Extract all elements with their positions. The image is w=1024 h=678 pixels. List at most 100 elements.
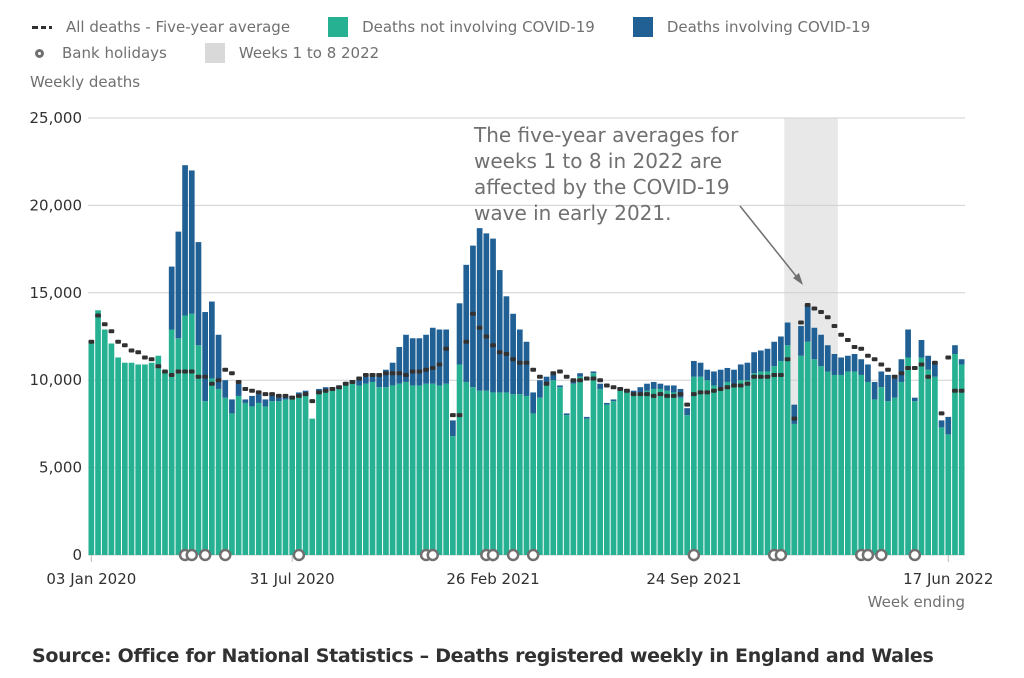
average-marker	[751, 374, 757, 379]
bar-covid	[403, 334, 409, 382]
bar-non-covid	[115, 357, 121, 555]
average-marker	[898, 371, 905, 376]
average-marker	[275, 393, 282, 398]
bar-non-covid	[383, 387, 389, 555]
bar-non-covid	[550, 380, 557, 555]
bar-non-covid	[229, 413, 235, 555]
average-marker	[523, 360, 530, 365]
bar-non-covid	[523, 395, 530, 555]
average-marker	[818, 310, 824, 315]
bar-non-covid	[168, 329, 175, 555]
bar-covid	[603, 402, 610, 405]
weekly-deaths-chart: 0 5,000 10,000 15,000 20,000 25,000 03 Jan 202…	[30, 109, 994, 611]
bar-covid	[242, 399, 249, 403]
bar-non-covid	[824, 371, 831, 555]
green-square-icon	[328, 17, 349, 37]
bar-covid	[229, 399, 235, 414]
bar-covid	[463, 264, 470, 382]
bar-covid	[590, 371, 597, 374]
dash-icon	[32, 25, 52, 29]
average-marker	[945, 355, 952, 360]
legend-item-bank-holidays[interactable]: Bank holidays	[32, 44, 167, 62]
annotation-text: affected by the COVID-19	[474, 175, 730, 199]
average-marker	[289, 395, 296, 400]
bar-non-covid	[429, 383, 436, 555]
average-marker	[557, 369, 563, 374]
average-marker	[336, 385, 342, 390]
bar-non-covid	[945, 434, 952, 555]
bar-covid	[898, 359, 905, 382]
average-marker	[195, 374, 202, 379]
average-marker	[135, 350, 142, 355]
legend-item-covid[interactable]: Deaths involving COVID-19	[632, 17, 870, 37]
average-marker	[811, 306, 818, 311]
bar-non-covid	[891, 397, 898, 555]
bar-non-covid	[222, 397, 229, 555]
average-marker	[530, 367, 537, 372]
average-marker	[450, 413, 456, 418]
bar-non-covid	[316, 394, 322, 555]
bar-non-covid	[362, 383, 369, 555]
legend-item-average[interactable]: All deaths - Five-year average	[32, 18, 290, 36]
average-marker	[925, 374, 932, 379]
bar-covid	[470, 245, 476, 388]
bar-covid	[945, 416, 952, 435]
bar-covid	[376, 374, 383, 388]
bar-non-covid	[704, 380, 711, 555]
average-marker	[784, 357, 791, 362]
x-tick-label: 17 Jun 2022	[903, 570, 993, 588]
bar-non-covid	[336, 388, 342, 555]
average-marker	[932, 360, 938, 365]
bank-holiday-marker	[218, 548, 232, 562]
legend-item-highlight[interactable]: Weeks 1 to 8 2022	[204, 43, 379, 63]
bar-non-covid	[396, 383, 403, 555]
average-marker	[570, 378, 577, 383]
bar-non-covid	[644, 390, 650, 555]
bar-non-covid	[389, 385, 396, 555]
bar-non-covid	[356, 385, 362, 555]
bar-non-covid	[215, 388, 222, 555]
average-marker	[778, 372, 784, 377]
bar-covid	[784, 322, 791, 346]
bar-covid	[490, 238, 496, 393]
average-marker	[369, 372, 376, 377]
bar-non-covid	[162, 371, 168, 555]
average-marker	[168, 372, 175, 377]
x-tick-label: 26 Feb 2021	[446, 570, 539, 588]
average-marker	[229, 371, 235, 376]
bar-non-covid	[490, 392, 496, 555]
average-marker	[423, 367, 429, 372]
bar-covid	[878, 371, 885, 388]
average-marker	[101, 322, 108, 327]
average-marker	[798, 320, 804, 325]
bar-covid	[657, 383, 664, 389]
bar-covid	[711, 371, 717, 386]
average-marker	[650, 393, 657, 398]
bar-covid	[195, 242, 202, 346]
x-tick-label: 31 Jul 2020	[250, 570, 335, 588]
average-marker	[844, 337, 851, 342]
average-marker	[670, 393, 677, 398]
bar-non-covid	[577, 376, 583, 555]
bar-covid	[717, 369, 724, 388]
average-marker	[911, 365, 918, 370]
bar-covid	[691, 360, 697, 377]
bar-covid	[597, 383, 603, 389]
legend-item-non-covid[interactable]: Deaths not involving COVID-19	[328, 17, 595, 37]
bar-covid	[423, 334, 429, 384]
average-marker	[483, 334, 490, 339]
bar-covid	[483, 233, 490, 391]
blue-square-icon	[632, 17, 653, 37]
source-caption: Source: Office for National Statistics –…	[32, 645, 934, 667]
bar-covid	[563, 413, 570, 416]
bar-covid	[778, 336, 784, 361]
bar-non-covid	[677, 397, 684, 555]
bar-covid	[958, 359, 965, 365]
bar-covid	[918, 339, 925, 358]
bar-covid	[202, 312, 209, 402]
bar-non-covid	[470, 387, 476, 555]
average-marker	[563, 374, 570, 379]
average-marker	[938, 411, 945, 416]
bar-non-covid	[938, 427, 945, 555]
bar-non-covid	[182, 315, 188, 555]
